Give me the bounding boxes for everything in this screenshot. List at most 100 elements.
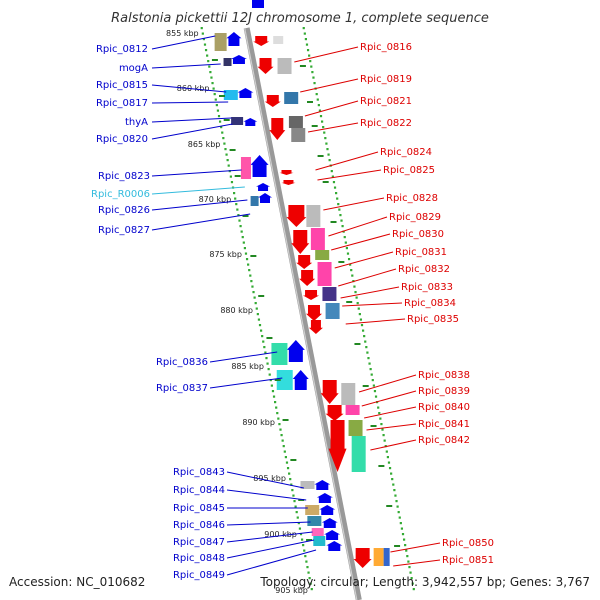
gene-label-left: Rpic_0827 <box>98 225 150 236</box>
right-dot <box>318 109 322 112</box>
kbp-tick-label: 880 kbp <box>220 306 253 315</box>
gene-label-left: Rpic_0845 <box>173 503 225 514</box>
right-dot <box>402 538 406 541</box>
right-dot <box>339 214 342 217</box>
backbone-highlight <box>244 27 358 600</box>
right-dot <box>404 544 407 547</box>
left-dot <box>216 109 220 112</box>
leader-line <box>151 63 221 69</box>
left-dot <box>267 368 270 371</box>
leader-line <box>300 78 359 93</box>
map-title: Ralstonia pickettii 12J chromosome 1, co… <box>111 11 489 26</box>
gene-label-right: Rpic_0822 <box>360 118 412 129</box>
leader-line <box>334 251 394 269</box>
left-dot <box>245 258 249 261</box>
accession-text: Accession: NC_010682 <box>9 575 145 589</box>
right-dot <box>393 489 396 492</box>
leader-line <box>364 406 417 419</box>
reverse-gene-arrow <box>253 36 270 46</box>
left-dot <box>302 544 305 547</box>
forward-gene-domain <box>276 370 293 390</box>
right-dot <box>326 148 329 151</box>
left-dot <box>268 373 271 376</box>
forward-gene-arrow <box>316 493 333 503</box>
gene-label-left: Rpic_0826 <box>98 205 150 216</box>
right-dot <box>365 346 368 349</box>
left-dot <box>306 566 309 569</box>
right-dot <box>309 60 312 63</box>
reverse-gene-arrow <box>281 180 296 185</box>
right-dot <box>332 181 336 184</box>
right-dot <box>303 32 306 35</box>
right-dot <box>337 203 340 206</box>
right-dot <box>400 527 404 530</box>
reverse-gene-domain <box>284 92 299 104</box>
left-dot <box>303 549 306 552</box>
gene-label-left: Rpic_0846 <box>173 520 225 531</box>
left-dot <box>278 423 281 426</box>
right-dot <box>390 472 393 475</box>
reverse-gene-domain <box>315 250 330 260</box>
left-dot <box>227 164 230 167</box>
leader-line <box>358 374 417 393</box>
right-dot <box>392 483 395 486</box>
gene-label-left: Rpic_0836 <box>156 357 208 368</box>
leader-line <box>345 318 406 325</box>
reverse-gene-domain <box>383 548 390 566</box>
leader-line <box>151 35 216 50</box>
reverse-gene-arrow <box>264 95 281 107</box>
right-dot <box>370 373 373 376</box>
gene-label-left: thyA <box>125 117 148 128</box>
leader-line <box>226 531 313 543</box>
right-dot <box>360 324 364 327</box>
left-dot <box>202 38 206 41</box>
forward-gene-domain <box>300 481 315 489</box>
gene-label-right: Rpic_0851 <box>442 555 494 566</box>
right-dot <box>377 406 380 409</box>
leader-line <box>151 199 248 211</box>
leader-line <box>331 233 391 251</box>
leader-line <box>317 169 382 181</box>
right-dot <box>315 93 318 96</box>
reverse-gene-domain <box>288 116 303 128</box>
forward-gene-arrow <box>292 370 309 390</box>
forward-gene-domain <box>231 117 244 125</box>
right-dot <box>378 412 381 415</box>
right-dot <box>364 340 367 343</box>
gene-label-left: Rpic_0823 <box>98 171 150 182</box>
leader-line <box>342 302 403 307</box>
right-dot <box>312 76 315 79</box>
gene-label-left: Rpic_0843 <box>173 467 225 478</box>
kbp-tick-label: 870 kbp <box>199 195 232 204</box>
reverse-gene-arrow <box>308 320 323 334</box>
forward-gene-arrow <box>314 480 331 490</box>
right-dot <box>358 313 361 316</box>
left-dot <box>291 489 294 492</box>
reverse-gene-domain <box>277 58 292 74</box>
left-dot <box>282 445 285 448</box>
left-dot <box>270 384 273 387</box>
left-dot <box>243 247 246 250</box>
left-dot <box>277 417 280 420</box>
forward-gene-domain <box>307 516 322 526</box>
left-dot <box>289 478 292 481</box>
forward-gene-arrow <box>286 340 305 362</box>
right-dot <box>386 456 389 459</box>
left-dot <box>252 291 255 294</box>
left-dot <box>250 280 253 283</box>
gene-label-right: Rpic_0824 <box>380 147 432 158</box>
reverse-gene-domain <box>345 405 360 415</box>
right-dot <box>409 571 412 574</box>
right-dot <box>369 368 372 371</box>
right-dot <box>344 241 347 244</box>
gene-label-left: Rpic_0848 <box>173 553 225 564</box>
kbp-tick-label: 900 kbp <box>264 530 297 539</box>
left-dot <box>274 401 277 404</box>
left-dot <box>234 197 237 200</box>
forward-gene-domain <box>250 196 259 206</box>
gene-label-right: Rpic_0830 <box>392 229 444 240</box>
left-dot <box>308 577 311 580</box>
left-dot <box>292 494 295 497</box>
right-dot <box>336 197 339 200</box>
left-dot <box>238 219 241 222</box>
